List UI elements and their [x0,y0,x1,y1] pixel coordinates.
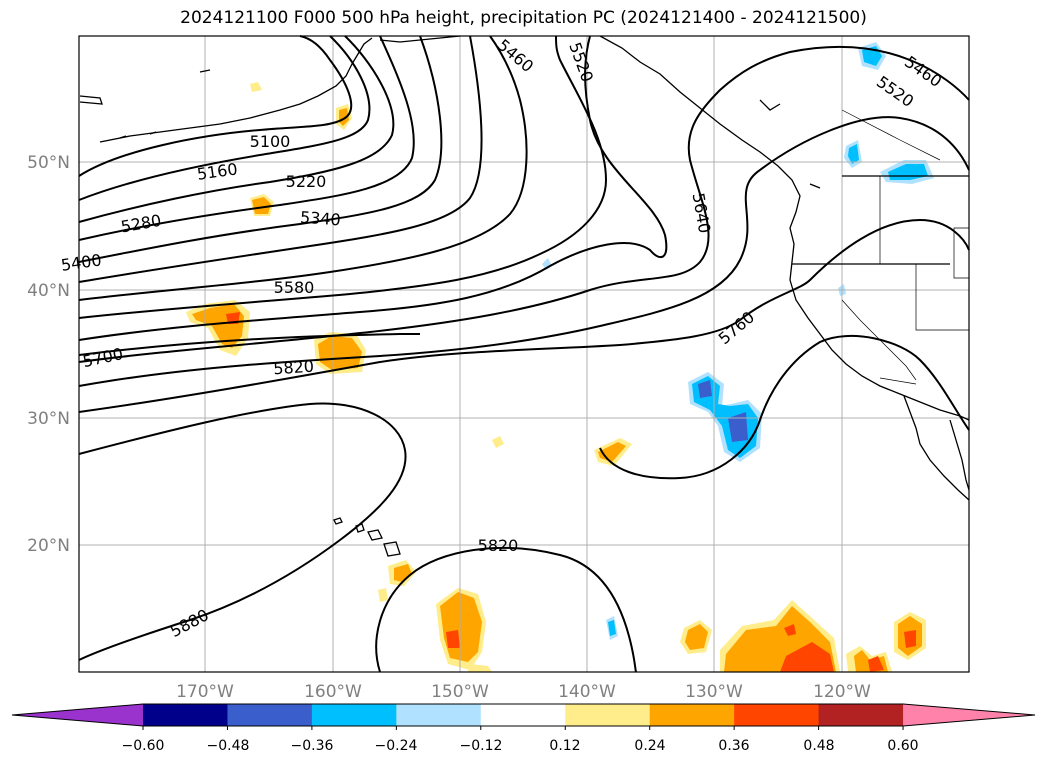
colorbar-extend-high [903,704,1035,726]
coastlines [79,35,970,557]
contour-label: 5100 [250,132,291,151]
contour-label: 5340 [299,208,341,230]
colorbar-tick-labels: −0.60 −0.48 −0.36 −0.24 −0.12 0.12 0.24 … [122,738,919,754]
colorbar-tick-label: 0.24 [634,738,665,754]
contour-label: 5820 [273,357,315,379]
lat-tick-label: 40°N [27,281,70,301]
lon-tick-label: 120°W [813,682,871,702]
lat-tick-label: 50°N [27,153,70,173]
colorbar-tick-label: −0.12 [460,738,503,754]
map-background [79,36,969,672]
contour-label: 5820 [478,536,519,555]
map-title: 2024121100 F000 500 hPa height, precipit… [180,8,867,28]
lon-tick-label: 170°W [176,682,234,702]
colorbar [11,703,1036,730]
colorbar-tick-label: 0.12 [549,738,580,754]
map-frame [78,35,970,673]
colorbar-segment [818,704,904,726]
lon-tick-label: 140°W [558,682,616,702]
lat-tick-labels: 50°N 40°N 30°N 20°N [27,153,70,556]
colorbar-tick-label: 0.36 [718,738,749,754]
lon-tick-labels: 170°W 160°W 150°W 140°W 130°W 120°W [176,682,871,702]
colorbar-tick-label: −0.24 [375,738,418,754]
lat-tick-label: 20°N [27,536,70,556]
colorbar-segment [734,704,820,726]
colorbar-tick-label: −0.48 [207,738,250,754]
lat-tick-label: 30°N [27,409,70,429]
colorbar-tick-label: −0.60 [122,738,165,754]
lon-tick-label: 160°W [304,682,362,702]
contour-label: 5220 [286,172,327,191]
colorbar-segment [565,704,651,726]
colorbar-segment [649,704,735,726]
colorbar-segment [143,704,228,726]
colorbar-extend-low [12,704,143,726]
colorbar-segment [311,704,397,726]
colorbar-tick-label: −0.36 [291,738,334,754]
colorbar-tick-label: 0.48 [803,738,834,754]
height-contours [78,35,970,673]
colorbar-tick-label: 0.60 [887,738,918,754]
colorbar-segment [396,704,482,726]
contour-label: 5580 [274,278,315,297]
lon-tick-label: 130°W [685,682,743,702]
colorbar-segment [480,704,566,726]
lon-tick-label: 150°W [431,682,489,702]
colorbar-segment [227,704,313,726]
precip-shading [186,42,934,672]
